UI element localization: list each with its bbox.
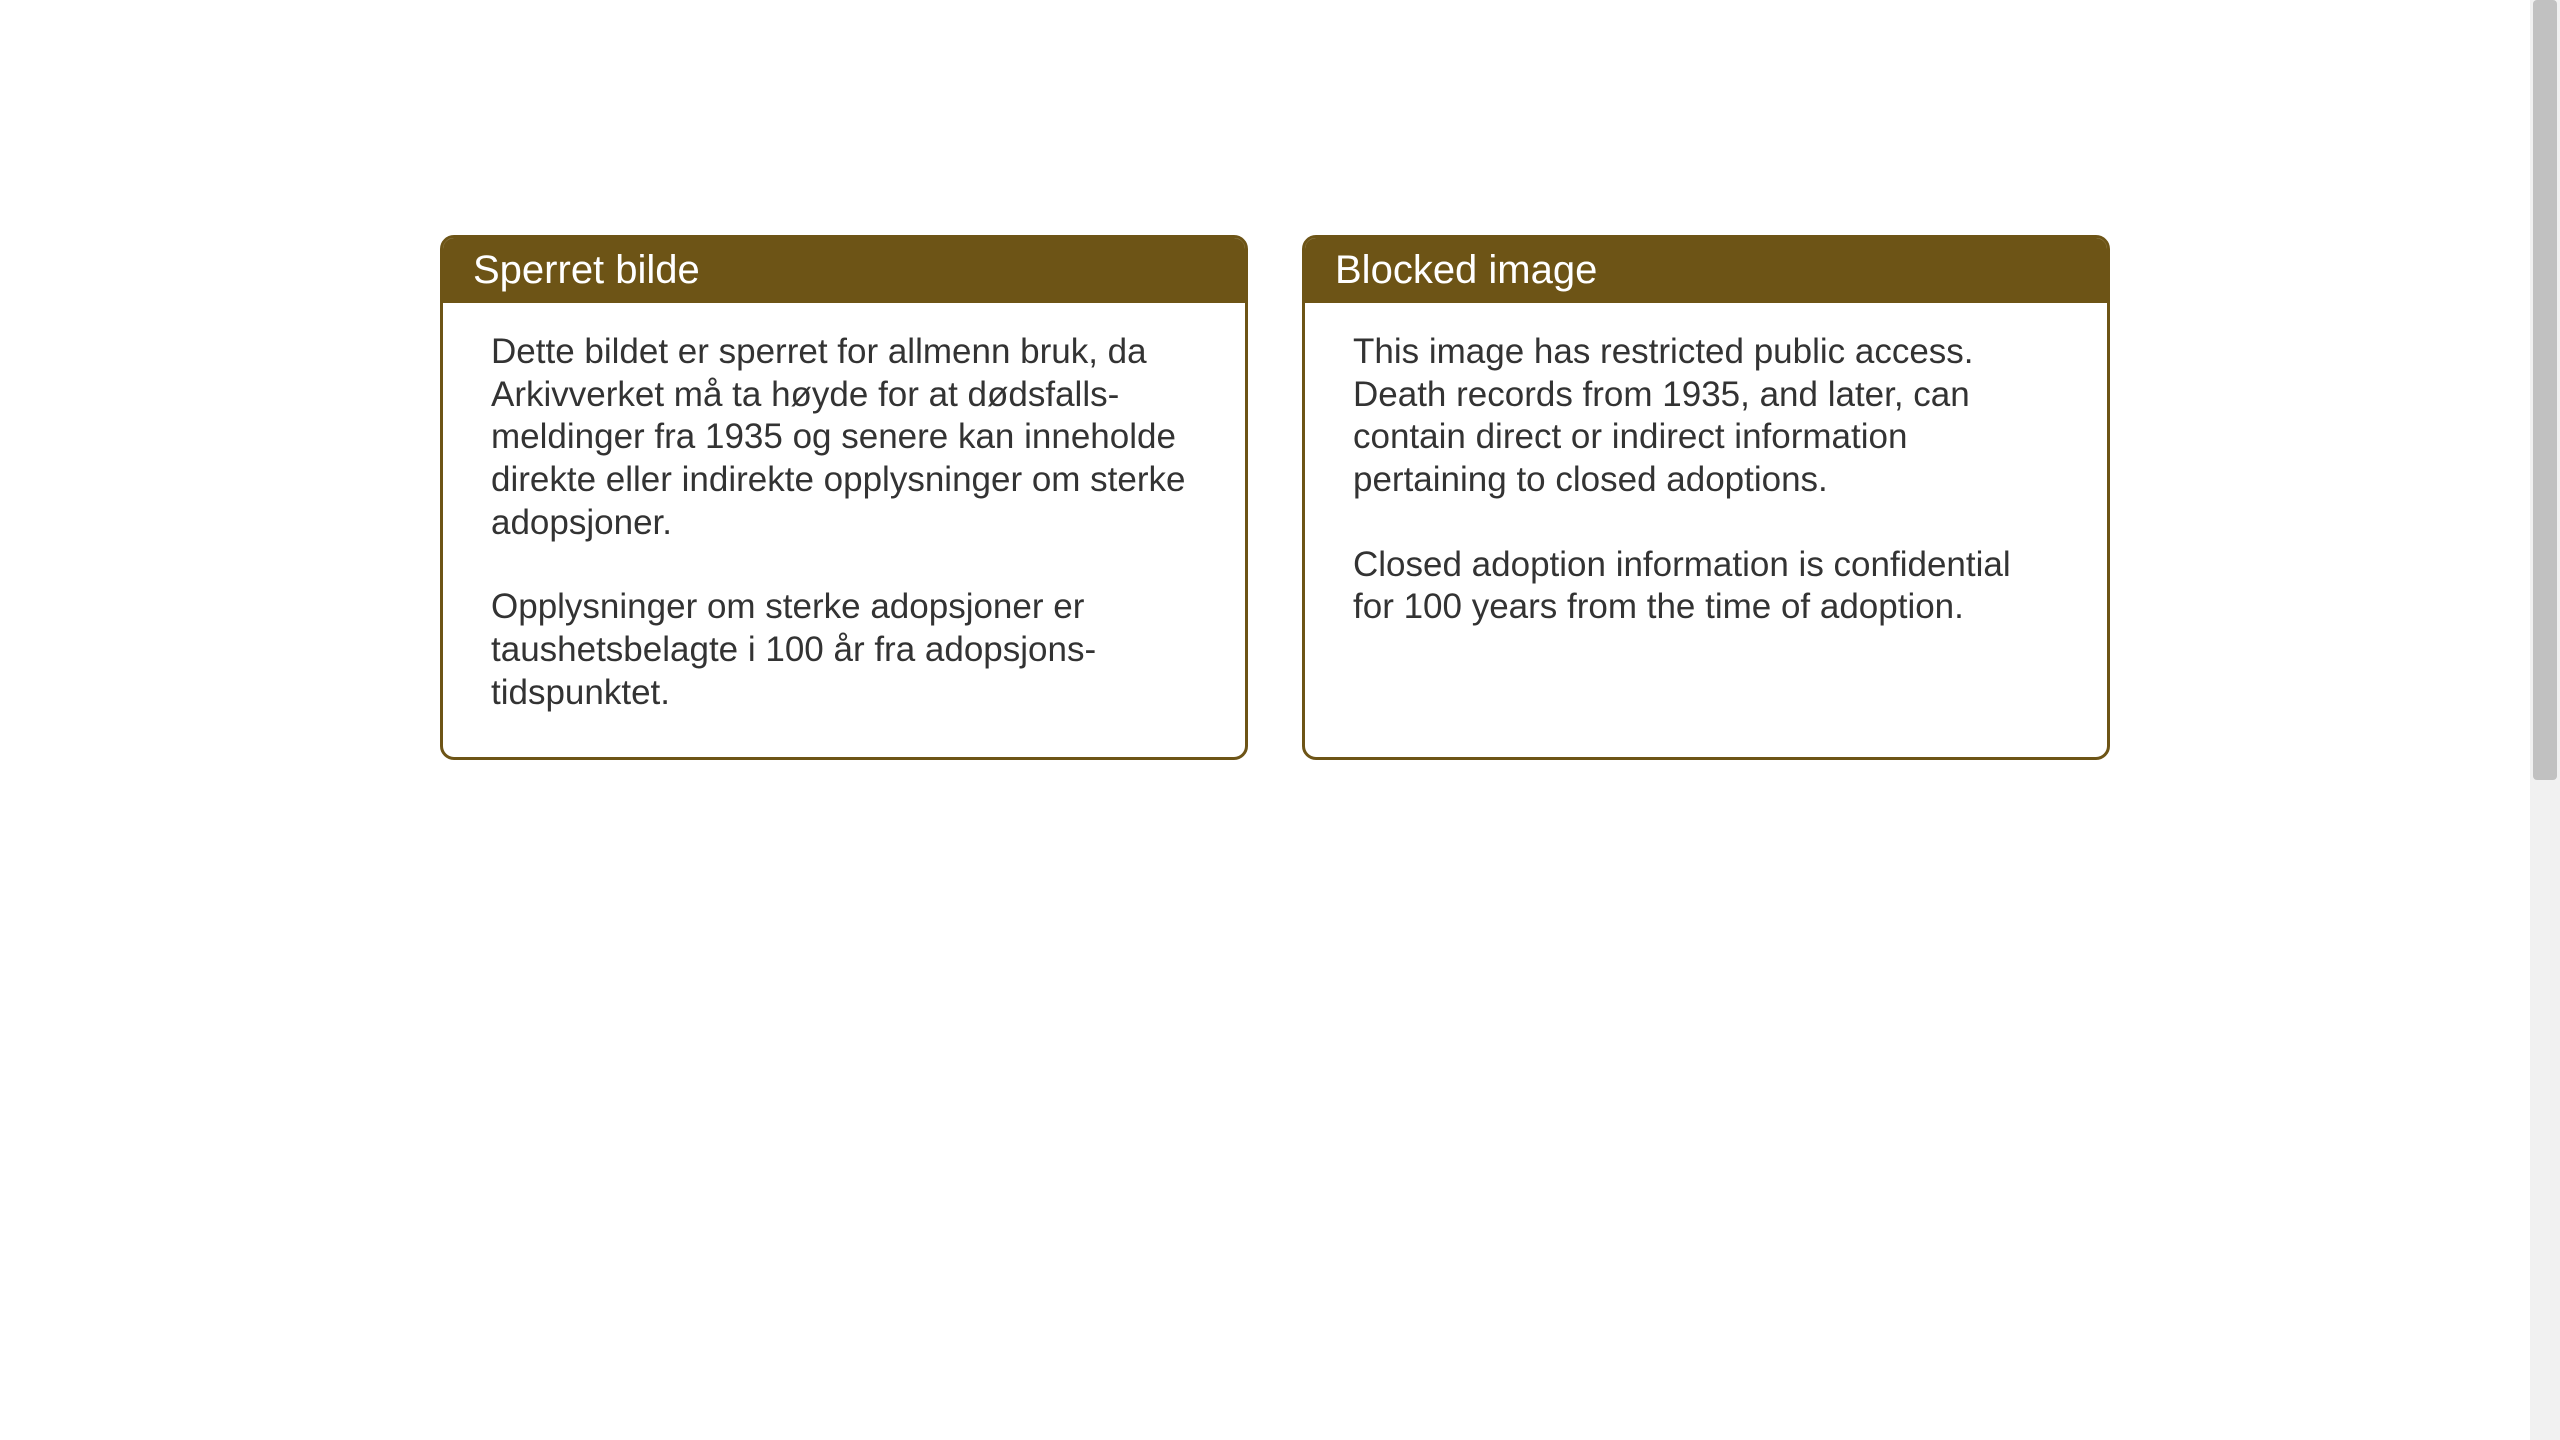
card-title-norwegian: Sperret bilde xyxy=(473,248,700,292)
scrollbar-thumb[interactable] xyxy=(2533,0,2557,780)
card-paragraph1-norwegian: Dette bildet er sperret for allmenn bruk… xyxy=(491,331,1197,544)
card-paragraph1-english: This image has restricted public access.… xyxy=(1353,331,2059,502)
notice-cards-container: Sperret bilde Dette bildet er sperret fo… xyxy=(440,235,2110,760)
notice-card-norwegian: Sperret bilde Dette bildet er sperret fo… xyxy=(440,235,1248,760)
card-header-norwegian: Sperret bilde xyxy=(443,238,1245,303)
card-paragraph2-norwegian: Opplysninger om sterke adopsjoner er tau… xyxy=(491,586,1197,714)
card-header-english: Blocked image xyxy=(1305,238,2107,303)
card-title-english: Blocked image xyxy=(1335,248,1597,292)
vertical-scrollbar[interactable] xyxy=(2530,0,2560,1440)
card-body-norwegian: Dette bildet er sperret for allmenn bruk… xyxy=(443,303,1245,757)
card-body-english: This image has restricted public access.… xyxy=(1305,303,2107,671)
card-paragraph2-english: Closed adoption information is confident… xyxy=(1353,544,2059,629)
notice-card-english: Blocked image This image has restricted … xyxy=(1302,235,2110,760)
